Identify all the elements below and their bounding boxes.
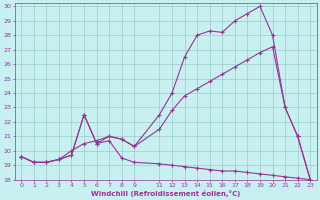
- X-axis label: Windchill (Refroidissement éolien,°C): Windchill (Refroidissement éolien,°C): [91, 190, 240, 197]
